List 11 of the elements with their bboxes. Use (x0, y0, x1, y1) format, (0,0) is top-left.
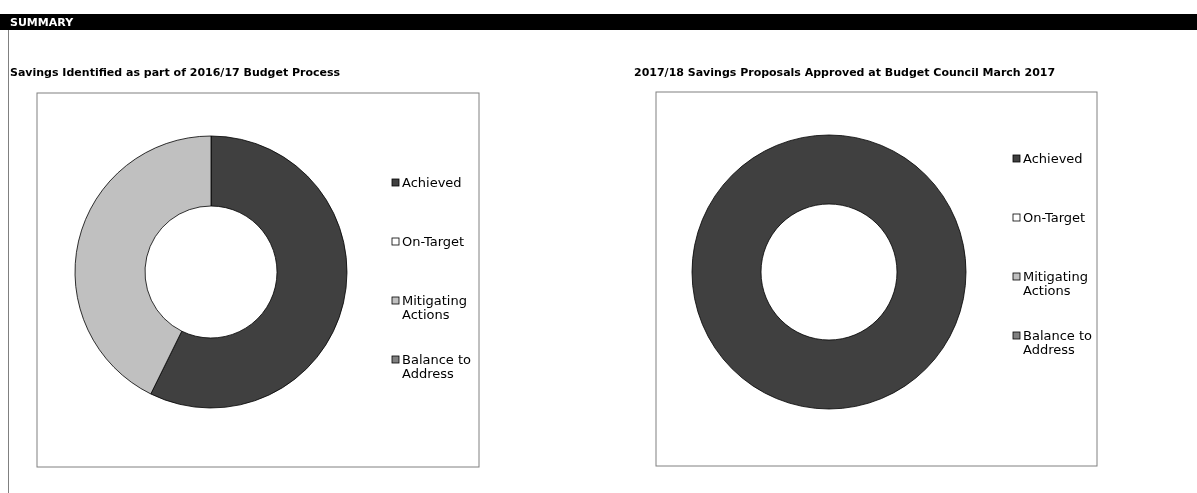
legend-label: Balance to Address (1023, 328, 1093, 357)
legend-label: Achieved (1023, 151, 1083, 166)
text: SUMMARY (10, 16, 75, 29)
legend-label: On-Target (402, 234, 465, 249)
legend-label: Balance to Address (402, 352, 472, 381)
legend-label: Achieved (402, 175, 462, 190)
chart-title: 2017/18 Savings Proposals Approved at Budget Council March 2017 (634, 66, 1056, 79)
legend-label: On-Target (1023, 210, 1086, 225)
legend-label: Mitigating Actions (1023, 269, 1088, 298)
chart-title: Savings Identified as part of 2016/17 Budget Process (10, 66, 341, 79)
legend-label: Mitigating Actions (402, 293, 467, 322)
